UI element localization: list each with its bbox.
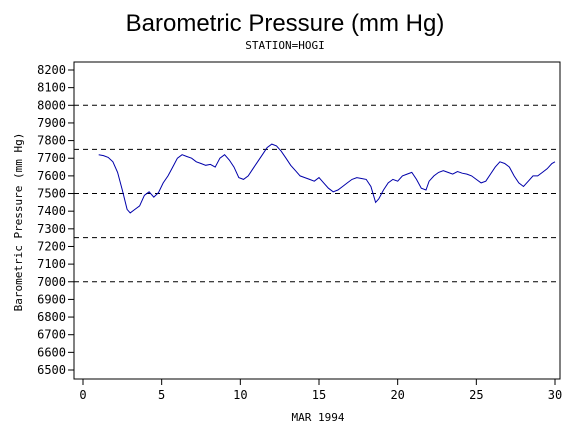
y-tick-label: 7000 bbox=[37, 275, 66, 289]
x-tick-label: 15 bbox=[312, 388, 326, 402]
x-tick-label: 0 bbox=[79, 388, 86, 402]
y-axis: 6500 6600 6700 6800 6900 7000 7100 7200 7300 7400… bbox=[37, 63, 74, 377]
y-tick-label: 6600 bbox=[37, 345, 66, 359]
y-tick-label: 7300 bbox=[37, 222, 66, 236]
plot-frame bbox=[73, 61, 561, 380]
chart-title: Barometric Pressure (mm Hg) bbox=[126, 10, 445, 37]
y-tick-label: 7900 bbox=[37, 116, 66, 130]
reference-lines bbox=[74, 104, 560, 283]
y-tick-label: 7700 bbox=[37, 151, 66, 165]
x-tick-label: 10 bbox=[233, 388, 247, 402]
y-tick-label: 6800 bbox=[37, 310, 66, 324]
x-tick-label: 30 bbox=[548, 388, 562, 402]
x-axis: 0 5 10 15 20 25 30 bbox=[79, 379, 562, 402]
y-tick-label: 7500 bbox=[37, 187, 66, 201]
y-axis-label: Barometric Pressure (mm Hg) bbox=[12, 133, 25, 312]
y-tick-label: 7800 bbox=[37, 134, 66, 148]
x-axis-label: MAR 1994 bbox=[292, 411, 345, 424]
x-tick-label: 25 bbox=[469, 388, 483, 402]
y-tick-label: 7600 bbox=[37, 169, 66, 183]
y-tick-label: 6700 bbox=[37, 328, 66, 342]
y-tick-label: 6900 bbox=[37, 292, 66, 306]
y-tick-label: 7400 bbox=[37, 204, 66, 218]
y-tick-label: 6500 bbox=[37, 363, 66, 377]
y-tick-label: 8200 bbox=[37, 63, 66, 77]
y-tick-label: 7100 bbox=[37, 257, 66, 271]
chart-subtitle: STATION=HOGI bbox=[245, 39, 324, 52]
y-tick-label: 8100 bbox=[37, 81, 66, 95]
x-tick-label: 20 bbox=[390, 388, 404, 402]
pressure-series-line bbox=[98, 143, 556, 214]
y-tick-label: 7200 bbox=[37, 239, 66, 253]
y-tick-label: 8000 bbox=[37, 98, 66, 112]
x-tick-label: 5 bbox=[158, 388, 165, 402]
